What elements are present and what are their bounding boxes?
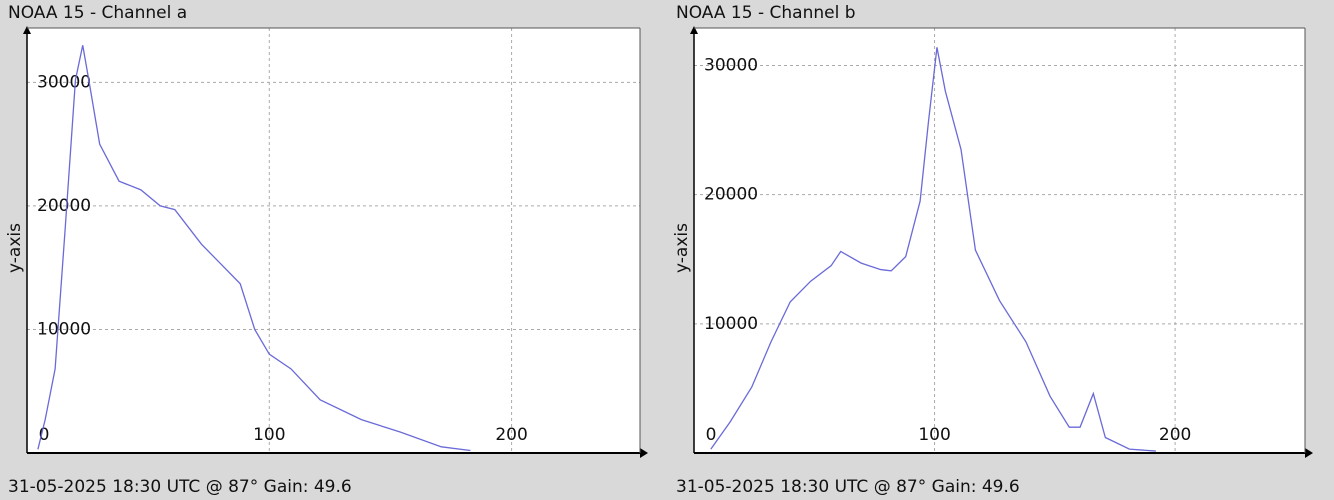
y-axis-label: y-axis [5,223,25,273]
y-tick-label: 10000 [37,319,91,339]
y-axis-arrow [690,26,698,34]
data-line [37,45,471,452]
plot-area [694,28,1305,453]
y-axis-label: y-axis [672,223,692,273]
y-tick-label: 30000 [704,55,758,75]
x-tick-label: 200 [495,425,527,445]
x-axis-arrow [640,448,648,458]
x-axis-arrow [1305,448,1313,458]
chart-title: NOAA 15 - Channel b [676,3,856,23]
y-tick-label: 10000 [704,314,758,334]
y-tick-label: 30000 [37,72,91,92]
x-tick-label: 100 [253,425,285,445]
data-line [710,47,1156,452]
footer: 31-05-2025 18:30 UTC @ 87° Gain: 49.6 [8,477,352,497]
x-tick-label: 200 [1159,425,1191,445]
y-tick-label: 20000 [704,185,758,205]
chart-title: NOAA 15 - Channel a [8,3,187,23]
x-tick-label: 100 [918,425,950,445]
plot-area [27,28,640,453]
x-tick-label: 0 [39,425,50,445]
y-axis-arrow [23,26,31,34]
x-tick-label: 0 [706,425,717,445]
y-tick-label: 20000 [37,196,91,216]
footer: 31-05-2025 18:30 UTC @ 87° Gain: 49.6 [676,477,1020,497]
